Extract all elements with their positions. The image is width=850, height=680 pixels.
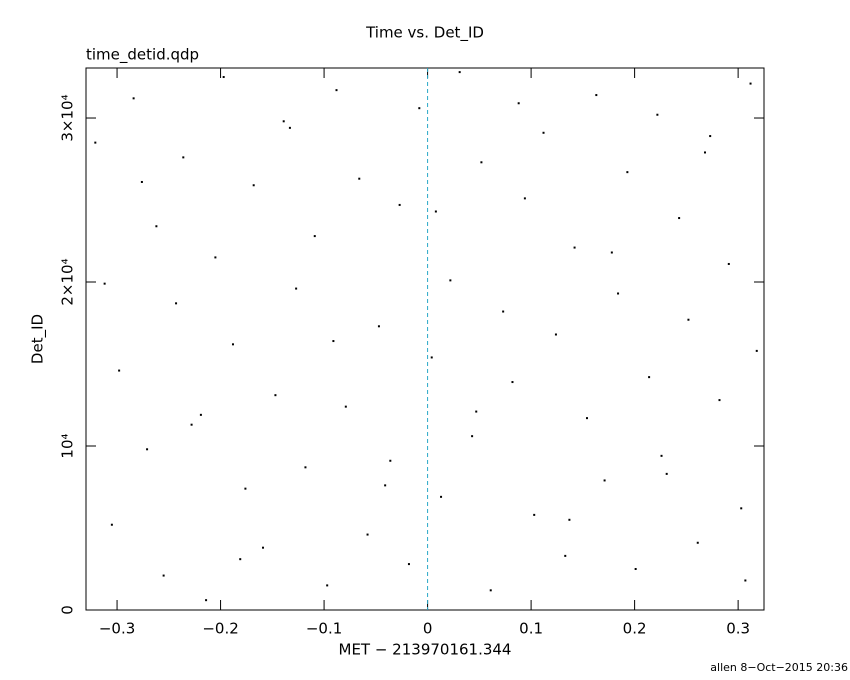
point (458, 71, 461, 74)
point (603, 479, 606, 482)
point (554, 333, 557, 336)
point (471, 435, 474, 438)
point (175, 302, 178, 305)
point (103, 282, 106, 285)
point (634, 568, 637, 571)
point (358, 177, 361, 180)
point (475, 410, 478, 413)
y-axis-label: Det_ID (29, 314, 48, 364)
point (407, 563, 410, 566)
point (295, 287, 298, 290)
point (709, 135, 712, 138)
point (542, 131, 545, 134)
y-tick-label: 2×10⁴ (59, 258, 77, 305)
point (626, 171, 629, 174)
point (244, 487, 247, 490)
x-tick-label: 0.1 (519, 620, 543, 638)
y-tick-label: 10⁴ (59, 433, 77, 458)
point (132, 97, 135, 100)
x-tick-label: −0.1 (306, 620, 342, 638)
point (595, 94, 598, 97)
point (744, 579, 747, 582)
point (377, 325, 380, 328)
point (222, 76, 225, 79)
point (239, 558, 242, 561)
point (740, 507, 743, 510)
point (190, 423, 193, 426)
point (162, 574, 165, 577)
plot-frame (85, 67, 765, 611)
point (502, 310, 505, 313)
point (440, 495, 443, 498)
point (332, 340, 335, 343)
point (418, 107, 421, 110)
point (231, 343, 234, 346)
point (656, 113, 659, 116)
point (398, 203, 401, 206)
point (617, 292, 620, 295)
point (585, 417, 588, 420)
point (335, 89, 338, 92)
point (155, 225, 158, 228)
point (118, 369, 121, 372)
point (727, 262, 730, 265)
x-tick-label: 0.2 (623, 620, 647, 638)
point (687, 318, 690, 321)
point (573, 246, 576, 249)
point (660, 454, 663, 457)
x-tick-label: −0.2 (202, 620, 238, 638)
x-tick-label: 0.3 (726, 620, 750, 638)
point (678, 217, 681, 220)
point (282, 120, 285, 123)
point (749, 82, 752, 85)
point (665, 472, 668, 475)
point (384, 484, 387, 487)
y-tick-label: 3×10⁴ (59, 94, 77, 141)
point (564, 554, 567, 557)
point (533, 513, 536, 516)
y-tick-label: 0 (59, 605, 77, 615)
point (182, 156, 185, 159)
point (288, 126, 291, 129)
point (430, 356, 433, 359)
point (610, 251, 613, 254)
point (366, 533, 369, 536)
point (703, 151, 706, 154)
point (252, 184, 255, 187)
x-tick-label: 0 (423, 620, 433, 638)
point (304, 466, 307, 469)
point (449, 279, 452, 282)
point (434, 210, 437, 213)
point (755, 349, 758, 352)
point (696, 541, 699, 544)
point (523, 197, 526, 200)
footer: allen 8−Oct−2015 20:36 (710, 661, 848, 674)
point (262, 546, 265, 549)
chart-subtitle: time_detid.qdp (86, 46, 199, 65)
point (568, 518, 571, 521)
point (480, 161, 483, 164)
point (489, 589, 492, 592)
point (110, 523, 113, 526)
point (199, 413, 202, 416)
point (94, 141, 97, 144)
point (389, 459, 392, 462)
point (214, 256, 217, 259)
chart-title: Time vs. Det_ID (365, 24, 484, 43)
point (511, 381, 514, 384)
point (344, 405, 347, 408)
point (274, 394, 277, 397)
x-axis-label: MET − 213970161.344 (339, 641, 512, 659)
point (718, 399, 721, 402)
point (205, 599, 208, 602)
point (146, 448, 149, 451)
point (648, 376, 651, 379)
point (140, 180, 143, 183)
point (326, 584, 329, 587)
x-tick-label: −0.3 (99, 620, 135, 638)
point (517, 102, 520, 105)
point (313, 235, 316, 238)
